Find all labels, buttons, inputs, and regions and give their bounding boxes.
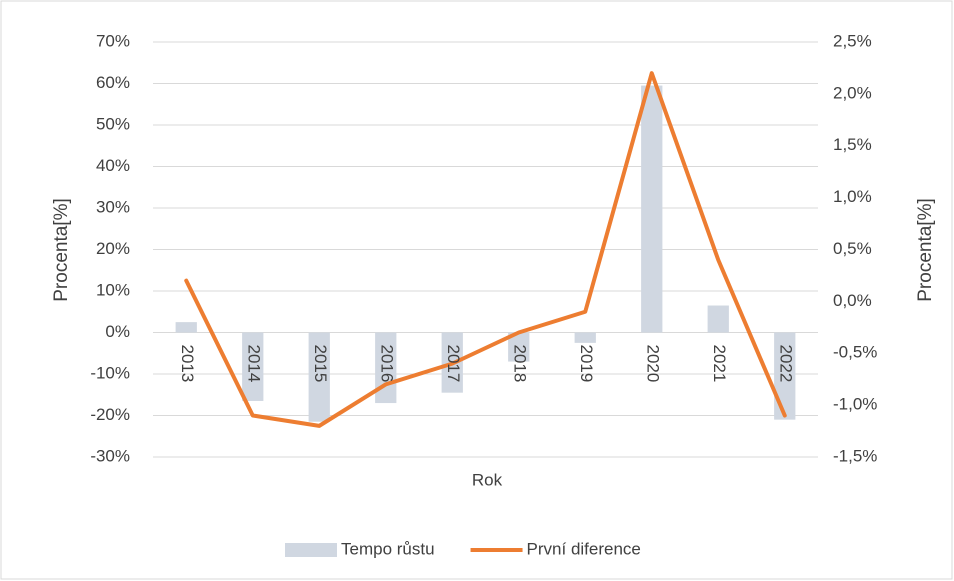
y-tick-label: 50% — [96, 114, 130, 133]
y2-tick-label: -1,0% — [833, 395, 877, 414]
y2-tick-label: 0,0% — [833, 291, 872, 310]
x-tick-label: 2021 — [710, 345, 729, 383]
legend-swatch — [285, 543, 337, 557]
y2-tick-label: 2,5% — [833, 31, 872, 50]
bar — [641, 85, 663, 333]
x-tick-label: 2013 — [178, 345, 197, 383]
x-tick-label: 2018 — [510, 345, 529, 383]
bar — [175, 322, 197, 333]
y-tick-label: 70% — [96, 31, 130, 50]
x-tick-label: 2020 — [643, 345, 662, 383]
y-tick-label: 10% — [96, 280, 130, 299]
line — [184, 71, 787, 428]
bar — [707, 305, 729, 333]
x-tick-label: 2016 — [377, 345, 396, 383]
y2-tick-label: 2,0% — [833, 83, 872, 102]
y2-tick-label: -0,5% — [833, 343, 877, 362]
bar — [508, 332, 530, 362]
bar — [308, 332, 330, 422]
bar — [574, 332, 596, 343]
x-tick-label: 2015 — [311, 345, 330, 383]
x-tick-label: 2017 — [444, 345, 463, 383]
y-axis-title: Procenta[%] — [51, 198, 72, 302]
y-tick-label: 40% — [96, 156, 130, 175]
y-tick-label: 20% — [96, 239, 130, 258]
y2-tick-label: 1,5% — [833, 135, 872, 154]
x-tick-label: 2014 — [244, 345, 263, 383]
bar — [242, 332, 264, 401]
legend-label: První diference — [527, 539, 641, 558]
legend-label: Tempo růstu — [341, 539, 435, 558]
y-tick-label: -20% — [90, 405, 130, 424]
x-tick-label: 2022 — [776, 345, 795, 383]
x-tick-label: 2019 — [577, 345, 596, 383]
y2-tick-label: 1,0% — [833, 187, 872, 206]
y-tick-label: 0% — [105, 322, 130, 341]
y-tick-label: 60% — [96, 73, 130, 92]
x-axis-title: Rok — [472, 470, 503, 489]
y2-tick-label: 0,5% — [833, 239, 872, 258]
y-tick-label: -30% — [90, 446, 130, 465]
y2-axis-title: Procenta[%] — [915, 198, 936, 302]
y-tick-label: 30% — [96, 197, 130, 216]
bar — [774, 332, 796, 420]
y-tick-label: -10% — [90, 363, 130, 382]
y2-tick-label: -1,5% — [833, 446, 877, 465]
